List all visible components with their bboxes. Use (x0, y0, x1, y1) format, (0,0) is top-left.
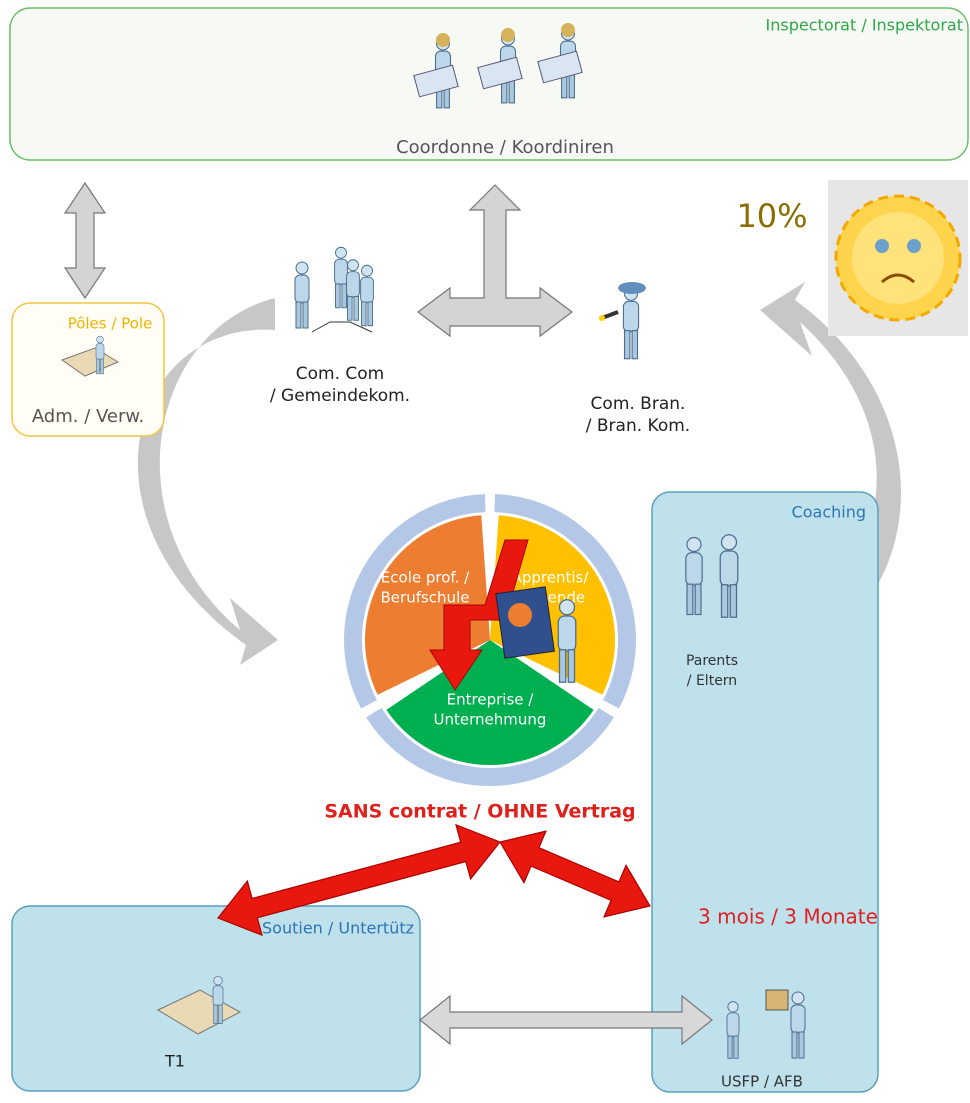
com-bran-line: / Bran. Kom. (586, 416, 690, 436)
cycle: Ecole prof. /BerufschuleApprentis/Lernen… (344, 494, 636, 786)
mood-value: 10% (736, 197, 807, 235)
poles-label: Adm. / Verw. (32, 406, 144, 427)
segment-label: Ecole prof. / (381, 569, 470, 587)
sad-sun (836, 196, 960, 320)
parents-line: Parents (686, 653, 738, 669)
segment-label: Unternehmung (434, 711, 547, 729)
support-label: T1 (164, 1052, 185, 1071)
com-bran-line: Com. Bran. (591, 394, 686, 414)
contract-label: SANS contrat / OHNE Vertrag (324, 801, 635, 823)
usfp-label: USFP / AFB (721, 1073, 803, 1091)
com-com-line: Com. Com (296, 364, 384, 384)
parents-line: / Eltern (687, 673, 737, 689)
diagram: Inspectorat / Inspektorat Coordonne / Ko… (0, 0, 970, 1099)
coordinate-label: Coordonne / Koordiniren (396, 137, 614, 158)
link-arrow (65, 183, 105, 298)
page: {"header": {"title": "Inspectorat / Insp… (0, 0, 970, 1099)
contract-arrow (500, 831, 650, 917)
poles-title: Pôles / Pole (68, 315, 153, 333)
coaching-title: Coaching (792, 503, 866, 522)
com-com-line: / Gemeindekom. (270, 386, 410, 406)
board-chart (508, 603, 532, 627)
com-bran-icon (599, 282, 646, 359)
inspectorate-title: Inspectorat / Inspektorat (766, 16, 963, 35)
coaching-note: 3 mois / 3 Monate (698, 905, 878, 929)
segment-label: Berufschule (381, 589, 470, 607)
segment-label: Entreprise / (447, 691, 535, 709)
com-com-icon (295, 247, 373, 332)
coordination-arrow (418, 185, 572, 336)
support-title: Soutien / Untertütz (262, 919, 414, 938)
segment-label: Apprentis/ (512, 569, 590, 587)
